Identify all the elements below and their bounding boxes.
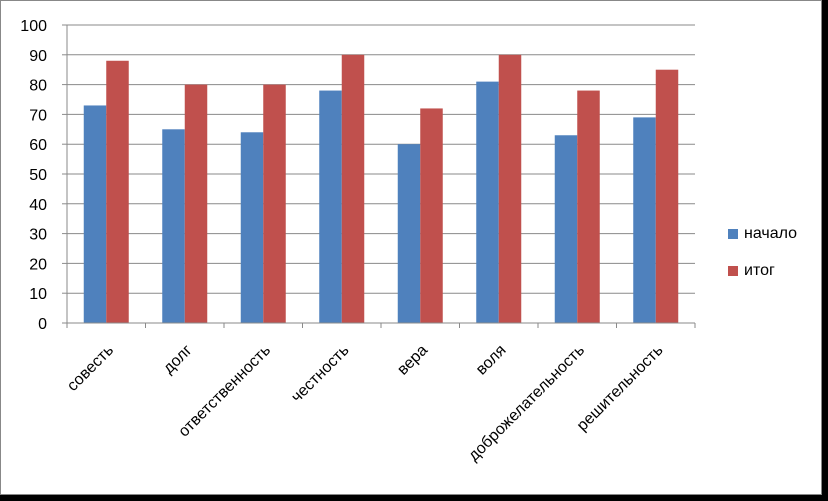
bar-nachalo-4 [397, 144, 421, 323]
y-tick-label: 70 [29, 107, 47, 124]
bar-itog-3 [341, 54, 365, 324]
y-tick-label: 50 [29, 167, 47, 184]
bars [83, 54, 679, 324]
gridlines [67, 24, 695, 294]
bar-nachalo-2 [240, 132, 264, 323]
x-tick-label: честность [288, 342, 352, 406]
x-tick-label: воля [473, 342, 510, 379]
y-tick-label: 0 [38, 316, 47, 333]
bar-nachalo-6 [554, 135, 578, 323]
bar-itog-0 [106, 60, 129, 323]
legend-label-nachalo: начало [744, 225, 798, 242]
legend-item-nachalo: начало [728, 225, 797, 243]
legend-item-itog: итог [728, 262, 775, 280]
bar-itog-5 [498, 54, 522, 324]
y-tick-labels: 0 10 20 30 40 50 60 70 80 90 100 [20, 18, 47, 333]
bar-itog-4 [420, 108, 443, 323]
bar-itog-6 [577, 90, 600, 323]
y-tick-label: 80 [29, 78, 47, 95]
bar-itog-1 [184, 84, 208, 323]
y-tick-label: 60 [29, 137, 47, 154]
x-tick-label: долг [160, 342, 196, 378]
legend-swatch-nachalo [728, 229, 738, 239]
axes [62, 24, 696, 328]
x-tick-label: совесть [64, 342, 117, 395]
y-tick-label: 100 [20, 18, 47, 35]
x-tick-label: решительность [574, 342, 667, 435]
bar-nachalo-7 [633, 117, 656, 323]
y-tick-label: 90 [29, 48, 47, 65]
x-tick-label: вера [394, 342, 431, 379]
legend-swatch-itog [728, 266, 738, 276]
legend-label-itog: итог [744, 262, 775, 279]
y-tick-label: 10 [29, 286, 47, 303]
bar-nachalo-0 [83, 105, 107, 324]
bar-itog-7 [655, 69, 679, 323]
bar-nachalo-1 [162, 129, 185, 323]
y-tick-label: 40 [29, 197, 47, 214]
y-tick-label: 20 [29, 256, 47, 273]
bar-nachalo-3 [319, 90, 342, 323]
y-tick-label: 30 [29, 227, 47, 244]
bar-nachalo-5 [476, 81, 499, 324]
bar-itog-2 [263, 84, 286, 323]
